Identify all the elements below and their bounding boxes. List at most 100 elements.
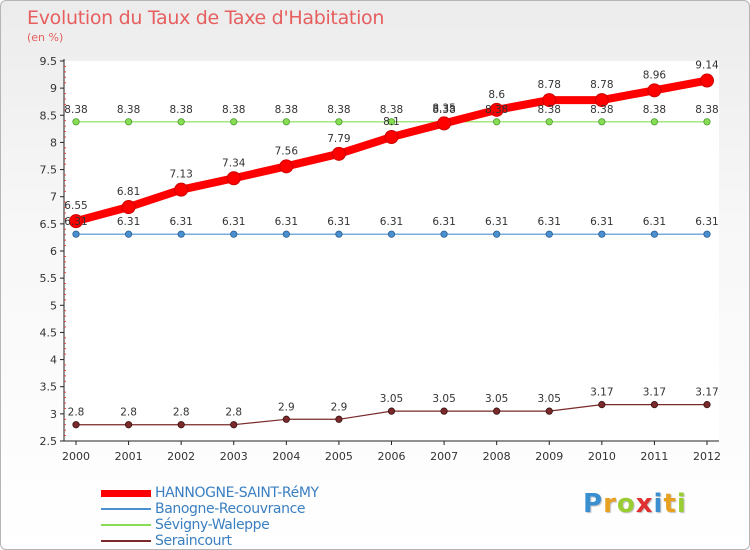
legend-label: Seraincourt [155, 533, 232, 549]
x-tick-label: 2007 [430, 450, 458, 463]
data-point-2 [703, 118, 711, 126]
x-tick-label: 2008 [483, 450, 511, 463]
logo-letter: r [603, 489, 617, 519]
data-point-1 [493, 230, 501, 238]
data-label: 6.31 [222, 216, 245, 228]
data-label: 6.31 [643, 216, 666, 228]
data-label: 7.79 [327, 133, 350, 145]
legend-label: HANNOGNE-SAINT-RéMY [155, 485, 319, 501]
data-label: 8.38 [64, 104, 87, 116]
data-point-2 [72, 118, 80, 126]
data-point-0 [542, 93, 557, 108]
logo-letter: x [635, 489, 654, 519]
data-point-0 [174, 182, 189, 197]
data-label: 3.17 [643, 387, 666, 399]
data-point-2 [650, 118, 659, 126]
data-label: 3.05 [538, 393, 561, 405]
data-point-3 [545, 407, 553, 415]
data-point-1 [72, 230, 80, 238]
y-tick-label: 6.5 [40, 218, 58, 231]
data-point-0 [489, 102, 504, 117]
data-label: 6.31 [695, 216, 718, 228]
data-label: 6.31 [538, 216, 561, 228]
data-label: 6.31 [590, 216, 613, 228]
y-tick-label: 7 [50, 191, 57, 204]
y-tick-label: 8.5 [40, 109, 58, 122]
data-point-0 [279, 159, 294, 174]
data-label: 2.9 [278, 401, 295, 413]
y-tick-label: 3.5 [40, 381, 58, 394]
data-label: 8.38 [485, 104, 508, 116]
data-label: 3.05 [432, 393, 455, 405]
x-tick-label: 2003 [220, 450, 248, 463]
data-point-1 [335, 230, 343, 238]
data-label: 6.31 [275, 216, 298, 228]
legend-label: Banogne-Recouvrance [155, 501, 306, 517]
data-label: 3.17 [695, 387, 718, 399]
data-point-3 [440, 407, 448, 415]
data-point-3 [124, 421, 133, 429]
data-label: 8.38 [695, 104, 718, 116]
legend-swatch [101, 524, 151, 526]
y-tick-label: 5.5 [40, 272, 58, 285]
data-point-1 [230, 230, 238, 238]
data-label: 8.78 [590, 79, 613, 91]
x-tick-label: 2005 [325, 450, 353, 463]
y-tick-label: 7.5 [40, 164, 58, 177]
legend-label: Sévigny-Waleppe [155, 517, 270, 533]
data-point-3 [335, 415, 343, 423]
data-point-0 [384, 130, 399, 144]
data-label: 8.35 [432, 102, 455, 114]
y-tick-label: 9 [50, 82, 57, 95]
proxiti-logo: Proxiti [583, 489, 687, 519]
data-point-3 [598, 401, 606, 409]
data-label: 6.31 [432, 216, 455, 228]
logo-letter: P [583, 489, 604, 519]
data-label: 8.96 [643, 69, 667, 81]
data-label: 6.31 [485, 216, 508, 228]
y-tick-label: 2.5 [40, 435, 58, 448]
data-point-2 [177, 118, 185, 126]
data-label: 8.38 [538, 104, 561, 116]
data-point-2 [124, 118, 133, 126]
data-point-2 [545, 118, 553, 126]
data-point-0 [594, 93, 609, 108]
data-label: 8.6 [488, 89, 505, 101]
data-label: 6.81 [117, 186, 140, 198]
data-label: 2.8 [225, 407, 242, 419]
data-point-2 [598, 118, 606, 126]
data-point-3 [282, 415, 290, 423]
data-label: 7.34 [222, 157, 246, 169]
legend-swatch [101, 540, 151, 542]
data-point-3 [703, 401, 711, 409]
data-label: 6.31 [64, 216, 87, 228]
data-point-0 [121, 200, 136, 215]
logo-letter: t [663, 489, 677, 519]
data-point-0 [69, 214, 83, 229]
y-tick-label: 8 [50, 136, 57, 149]
data-point-0 [437, 116, 452, 131]
legend-swatch [101, 508, 151, 510]
data-point-1 [282, 230, 290, 238]
data-point-1 [545, 230, 553, 238]
data-point-0 [331, 146, 346, 161]
data-point-3 [493, 407, 501, 415]
data-point-1 [387, 230, 396, 238]
x-tick-label: 2004 [272, 450, 300, 463]
data-point-3 [177, 421, 185, 429]
data-label: 8.38 [222, 104, 245, 116]
logo-letter: i [676, 489, 687, 519]
data-label: 3.17 [590, 387, 613, 399]
x-tick-label: 2006 [378, 450, 406, 463]
data-point-0 [700, 73, 714, 88]
data-point-2 [282, 118, 290, 126]
data-point-2 [493, 118, 501, 126]
data-point-1 [440, 230, 448, 238]
data-label: 8.38 [169, 104, 192, 116]
data-label: 7.56 [275, 145, 299, 157]
data-label: 2.8 [173, 407, 190, 419]
x-tick-label: 2012 [693, 450, 721, 463]
data-label: 6.31 [169, 216, 192, 228]
data-label: 8.38 [327, 104, 350, 116]
x-tick-label: 2001 [115, 450, 143, 463]
